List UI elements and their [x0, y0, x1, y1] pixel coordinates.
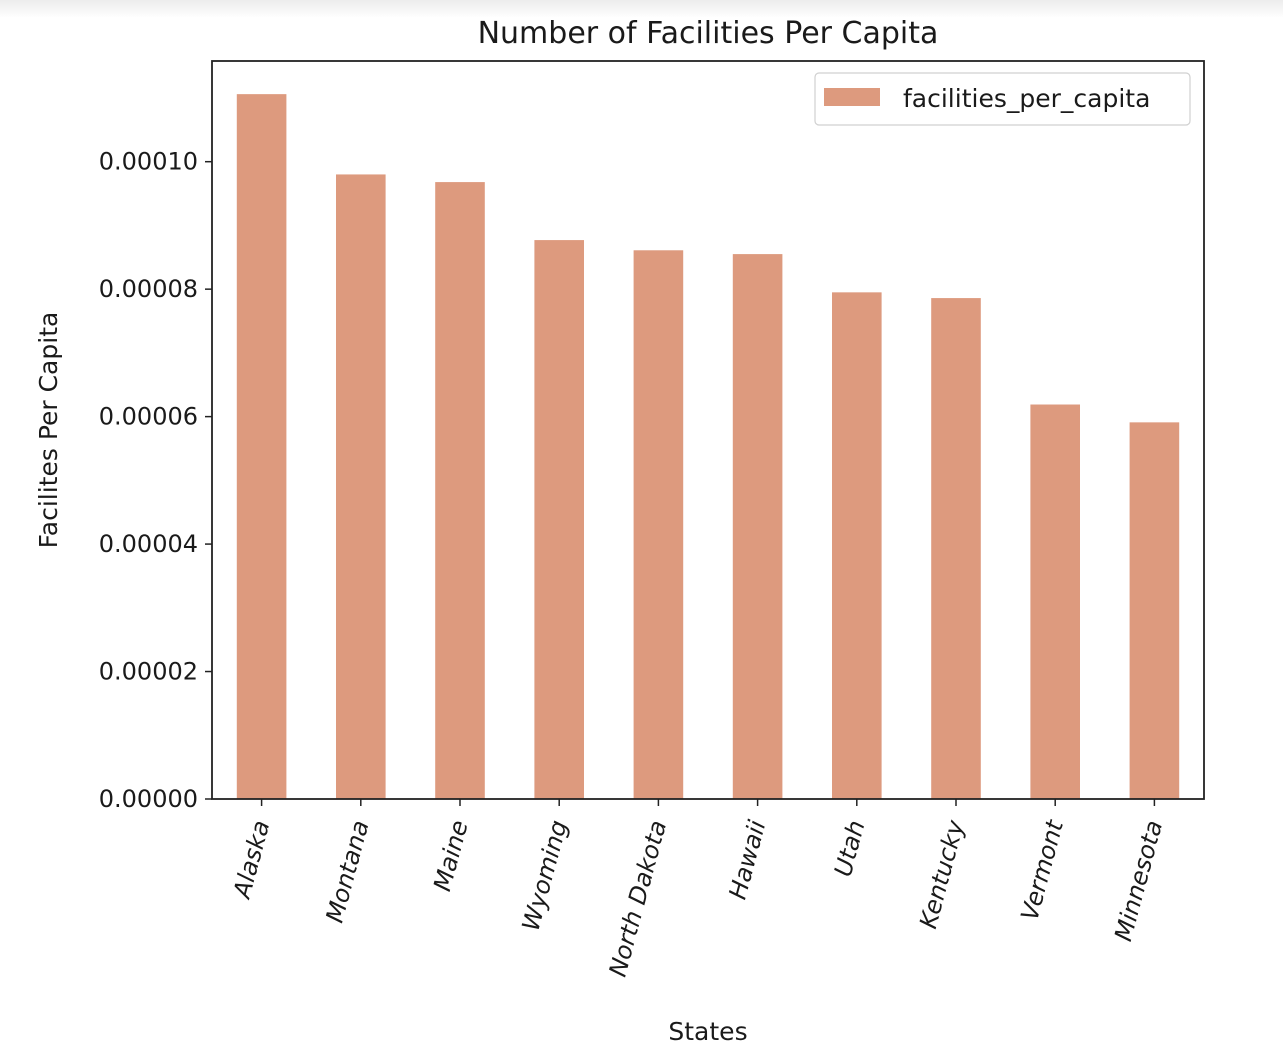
bar-vermont: [1030, 404, 1080, 799]
y-axis-label: Facilites Per Capita: [34, 312, 63, 549]
bar-alaska: [236, 94, 287, 799]
bar-wyoming: [534, 240, 584, 799]
y-tick-label: 0.00004: [99, 530, 198, 558]
chart-title: Number of Facilities Per Capita: [478, 16, 939, 51]
y-tick-label: 0.00008: [99, 275, 198, 303]
bar-north-dakota: [633, 250, 684, 799]
x-axis-label: States: [668, 1017, 747, 1046]
x-tick-label: Kentucky: [914, 817, 970, 932]
bar-hawaii: [732, 254, 783, 800]
x-tick-label: Vermont: [1015, 816, 1069, 924]
bar-utah: [832, 292, 882, 799]
bars-group: [236, 94, 1180, 800]
x-tick-label: Minnesota: [1109, 817, 1168, 944]
x-tick-label: Utah: [829, 817, 871, 879]
bar-minnesota: [1129, 422, 1180, 799]
x-tick-label: Hawaii: [724, 817, 772, 902]
y-tick-label: 0.00006: [99, 403, 198, 431]
y-tick-label: 0.00002: [99, 658, 198, 686]
legend-label: facilities_per_capita: [903, 84, 1150, 113]
bar-kentucky: [931, 298, 981, 799]
x-tick-label: Maine: [428, 817, 474, 894]
legend-swatch: [824, 88, 880, 106]
legend-box: [814, 72, 1191, 126]
y-axis: 0.00000 0.00002 0.00004 0.00006 0.00008 0.000…: [99, 148, 212, 813]
x-tick-label: Wyoming: [517, 817, 573, 934]
x-tick-label: Montana: [320, 817, 374, 925]
x-tick-label: North Dakota: [604, 817, 673, 979]
y-tick-label: 0.00010: [99, 148, 198, 176]
window-top-shade: [0, 0, 1283, 18]
bar-maine: [435, 182, 485, 800]
y-tick-label: 0.00000: [99, 785, 198, 813]
legend: facilities_per_capita: [814, 72, 1191, 126]
plot-frame: [211, 60, 1205, 800]
bar-montana: [336, 174, 386, 799]
x-tick-label: Alaska: [227, 817, 275, 902]
x-axis: Alaska Montana Maine Wyoming North Dakota Haw…: [227, 799, 1168, 980]
